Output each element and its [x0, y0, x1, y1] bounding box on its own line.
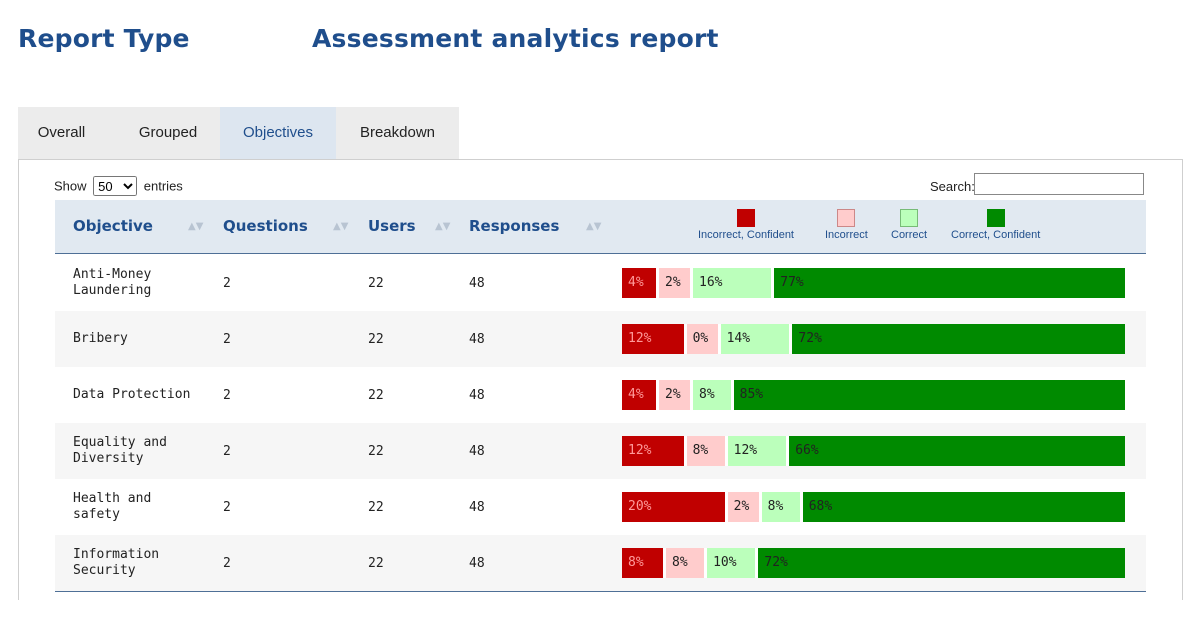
- response-distribution-bar: 4% 2% 16% 77%: [622, 268, 1125, 298]
- tab-overall[interactable]: Overall: [37, 124, 86, 141]
- table-row: Equality and Diversity 2 22 48 12% 8% 12% 66%: [55, 423, 1146, 479]
- users-cell: 22: [368, 387, 384, 403]
- responses-cell: 48: [469, 443, 485, 459]
- tab-breakdown[interactable]: Breakdown: [359, 124, 436, 141]
- questions-cell: 2: [223, 555, 231, 571]
- objective-cell: Information Security: [73, 547, 160, 578]
- legend-swatch: [900, 209, 919, 227]
- legend-correct-confident: Correct, Confident: [951, 209, 1040, 241]
- objective-cell: Anti-Money Laundering: [73, 267, 152, 298]
- bar-segment: 12%: [724, 436, 787, 466]
- bar-segment: 20%: [622, 492, 725, 522]
- legend-label: Incorrect, Confident: [698, 229, 794, 241]
- search-input[interactable]: [974, 173, 1144, 195]
- bar-segment: 2%: [656, 268, 690, 298]
- length-control: Show 102550100 entries: [54, 176, 183, 196]
- legend-swatch: [737, 209, 755, 227]
- tab-objectives[interactable]: Objectives: [220, 107, 336, 159]
- bar-segment: 8%: [663, 548, 705, 578]
- questions-cell: 2: [223, 387, 231, 403]
- bar-segment: 14%: [717, 324, 790, 354]
- bar-segment: 16%: [690, 268, 772, 298]
- bar-segment: 12%: [622, 324, 684, 354]
- response-distribution-bar: 4% 2% 8% 85%: [622, 380, 1125, 410]
- users-cell: 22: [368, 331, 384, 347]
- objective-cell: Equality and Diversity: [73, 435, 167, 466]
- legend-swatch: [837, 209, 856, 227]
- report-type-heading: Report Type: [18, 24, 190, 53]
- column-header-users[interactable]: Users: [368, 217, 416, 235]
- bar-segment: 4%: [622, 268, 656, 298]
- bar-segment: 4%: [622, 380, 656, 410]
- objective-cell: Health and safety: [73, 491, 152, 522]
- objective-cell: Data Protection: [73, 387, 191, 402]
- table-bottom-border: [55, 591, 1146, 592]
- table-row: Bribery 2 22 48 12% 0% 14% 72%: [55, 311, 1146, 367]
- objective-cell: Bribery: [73, 331, 128, 346]
- responses-cell: 48: [469, 555, 485, 571]
- users-cell: 22: [368, 275, 384, 291]
- responses-cell: 48: [469, 499, 485, 515]
- responses-cell: 48: [469, 387, 485, 403]
- table-row: Information Security 2 22 48 8% 8% 10% 72%: [55, 535, 1146, 591]
- bar-segment: 72%: [789, 324, 1125, 354]
- response-distribution-bar: 20% 2% 8% 68%: [622, 492, 1125, 522]
- tab-grouped[interactable]: Grouped: [138, 124, 198, 141]
- bar-segment: 0%: [683, 324, 718, 354]
- bar-segment: 2%: [724, 492, 759, 522]
- response-distribution-bar: 12% 0% 14% 72%: [622, 324, 1125, 354]
- legend-label: Incorrect: [825, 229, 868, 241]
- tab-bar: Overall Grouped Objectives Breakdown: [18, 107, 459, 159]
- questions-cell: 2: [223, 443, 231, 459]
- users-cell: 22: [368, 555, 384, 571]
- users-cell: 22: [368, 499, 384, 515]
- bar-segment: 8%: [683, 436, 725, 466]
- bar-segment: 8%: [758, 492, 800, 522]
- table-row: Anti-Money Laundering 2 22 48 4% 2% 16% 77%: [55, 255, 1146, 311]
- sort-icon: ▲▼: [586, 221, 602, 232]
- show-label: Show: [54, 178, 87, 194]
- bar-segment: 12%: [622, 436, 684, 466]
- users-cell: 22: [368, 443, 384, 459]
- legend-incorrect-confident: Incorrect, Confident: [698, 209, 794, 241]
- sort-icon: ▲▼: [435, 221, 451, 232]
- questions-cell: 2: [223, 499, 231, 515]
- responses-cell: 48: [469, 331, 485, 347]
- questions-cell: 2: [223, 275, 231, 291]
- table-header: Objective ▲▼ Questions ▲▼ Users ▲▼ Respo…: [55, 200, 1146, 254]
- questions-cell: 2: [223, 331, 231, 347]
- column-header-responses[interactable]: Responses: [469, 217, 560, 235]
- column-header-objective[interactable]: Objective: [73, 217, 153, 235]
- legend-incorrect: Incorrect: [825, 209, 868, 241]
- bar-segment: 68%: [799, 492, 1125, 522]
- column-header-questions[interactable]: Questions: [223, 217, 308, 235]
- legend-label: Correct, Confident: [951, 229, 1041, 241]
- search-label: Search:: [930, 179, 975, 194]
- report-title: Assessment analytics report: [312, 24, 719, 53]
- legend-label: Correct: [891, 229, 928, 241]
- bar-segment: 10%: [704, 548, 756, 578]
- bar-segment: 72%: [755, 548, 1125, 578]
- response-distribution-bar: 8% 8% 10% 72%: [622, 548, 1125, 578]
- table-row: Data Protection 2 22 48 4% 2% 8% 85%: [55, 367, 1146, 423]
- legend-swatch: [986, 209, 1005, 227]
- objectives-panel: [18, 159, 1183, 600]
- bar-segment: 8%: [622, 548, 664, 578]
- response-distribution-bar: 12% 8% 12% 66%: [622, 436, 1125, 466]
- sort-icon: ▲▼: [333, 221, 349, 232]
- sort-icon: ▲▼: [188, 221, 204, 232]
- bar-segment: 66%: [786, 436, 1125, 466]
- bar-segment: 2%: [656, 380, 690, 410]
- entries-select[interactable]: 102550100: [93, 176, 138, 196]
- responses-cell: 48: [469, 275, 485, 291]
- legend-correct: Correct: [891, 209, 927, 241]
- bar-segment: 85%: [730, 380, 1125, 410]
- bar-segment: 77%: [771, 268, 1125, 298]
- bar-segment: 8%: [690, 380, 731, 410]
- entries-label: entries: [143, 178, 183, 194]
- table-row: Health and safety 2 22 48 20% 2% 8% 68%: [55, 479, 1146, 535]
